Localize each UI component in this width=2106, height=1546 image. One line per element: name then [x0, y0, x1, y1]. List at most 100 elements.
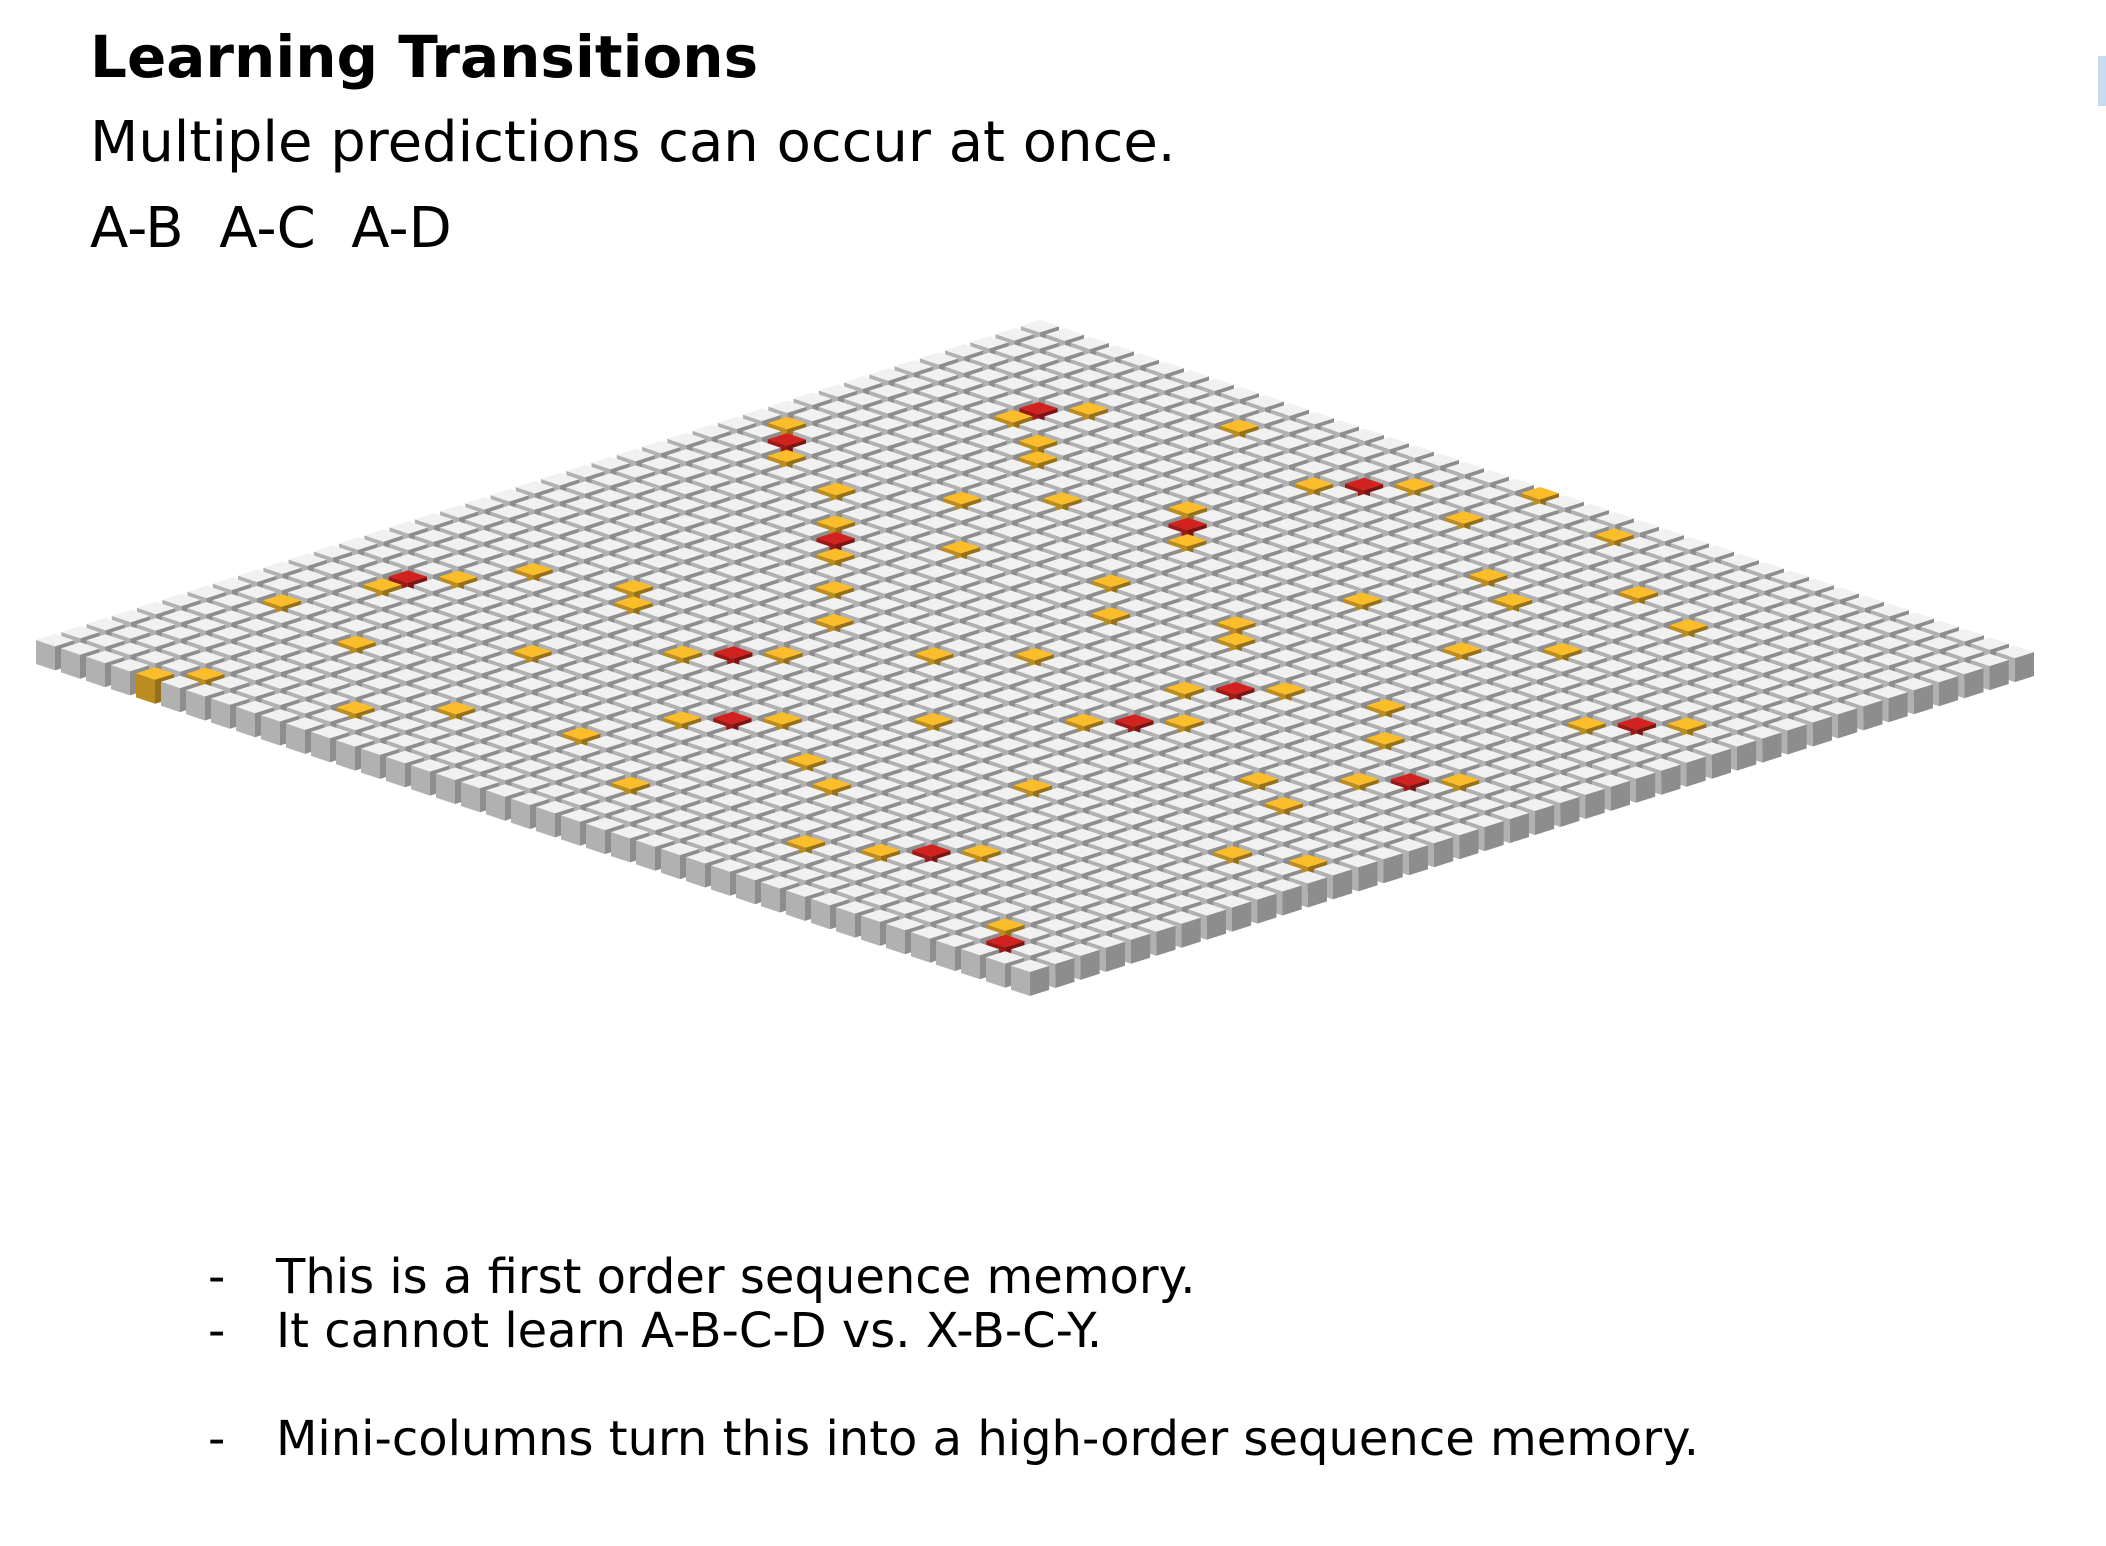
- cell-top-face: [942, 524, 981, 537]
- cell-top-face: [1093, 492, 1132, 506]
- cell-top-face: [1094, 427, 1133, 440]
- cell-top-face: [1442, 691, 1481, 704]
- cell-top-face: [969, 385, 1008, 398]
- cell-top-face: [993, 475, 1032, 489]
- cell-top-face: [1970, 653, 2009, 667]
- cell-top-face: [1795, 611, 1834, 625]
- cell-top-face: [1019, 434, 1058, 448]
- cell-top-face: [1492, 724, 1531, 738]
- cell-top-face: [1494, 560, 1533, 574]
- cell-top-face: [1542, 692, 1581, 705]
- cell-top-face: [1269, 469, 1308, 482]
- cell-top-face: [691, 473, 730, 487]
- cell-top-face: [1194, 476, 1233, 490]
- cell-top-face: [1145, 378, 1184, 391]
- cell-top-face: [1495, 495, 1534, 508]
- cell-top-face: [1395, 478, 1434, 491]
- cell-top-face: [1645, 561, 1684, 574]
- cell-top-face: [1093, 509, 1132, 522]
- cell-top-face: [893, 458, 932, 472]
- cell-top-face: [1045, 361, 1084, 374]
- cell-top-face: [893, 442, 932, 455]
- cell-top-face: [1617, 717, 1656, 730]
- cell-top-face: [1845, 628, 1884, 641]
- cell-top-face: [1669, 619, 1708, 632]
- cell-top-face: [1870, 620, 1909, 633]
- cell-top-face: [818, 417, 857, 430]
- cell-top-face: [1294, 510, 1333, 523]
- cell-top-face: [1395, 445, 1434, 458]
- cell-top-face: [969, 418, 1008, 431]
- cell-top-face: [917, 532, 956, 545]
- cell-top-face: [1669, 651, 1708, 665]
- cell-top-face: [1294, 526, 1333, 540]
- cell-top-face: [1469, 535, 1508, 549]
- cell-top-face: [792, 490, 831, 504]
- cell-top-face: [1443, 593, 1482, 606]
- cell-top-face: [1044, 410, 1083, 423]
- cell-top-face: [1395, 494, 1434, 507]
- cell-top-face: [1392, 658, 1431, 671]
- cell-top-face: [1718, 717, 1757, 731]
- cell-top-face: [919, 401, 958, 414]
- cell-top-face: [1618, 700, 1657, 714]
- cell-top-face: [1167, 583, 1206, 596]
- cell-top-face: [817, 466, 856, 479]
- cell-top-face: [817, 499, 856, 512]
- cell-top-face: [1217, 616, 1256, 629]
- cell-top-face: [1718, 701, 1757, 714]
- cell-top-face: [1468, 601, 1507, 614]
- cell-top-face: [1192, 575, 1231, 588]
- cell-top-face: [1193, 509, 1232, 523]
- cell-top-face: [1493, 626, 1532, 639]
- cell-top-face: [1719, 652, 1758, 665]
- cell-top-face: [1619, 635, 1658, 648]
- cell-top-face: [1195, 378, 1234, 391]
- cell-top-face: [992, 541, 1031, 554]
- cell-top-face: [1218, 518, 1257, 531]
- cell-top-face: [1370, 486, 1409, 499]
- cell-top-face: [1218, 534, 1257, 547]
- cell-top-face: [967, 549, 1006, 562]
- cell-top-face: [1145, 394, 1184, 407]
- cell-top-face: [1544, 593, 1583, 607]
- cell-top-face: [1417, 666, 1456, 680]
- cell-top-face: [1320, 469, 1359, 482]
- cell-top-face: [1567, 749, 1606, 763]
- cell-top-face: [1642, 741, 1681, 755]
- cell-top-face: [1494, 593, 1533, 606]
- cell-top-face: [1819, 669, 1858, 682]
- cell-top-face: [994, 393, 1033, 407]
- cell-top-face: [868, 401, 907, 414]
- cell-top-face: [1520, 487, 1559, 500]
- cell-top-face: [1920, 653, 1959, 666]
- cell-top-face: [1443, 609, 1482, 622]
- cell-top-face: [1794, 644, 1833, 657]
- cell-top-face: [1244, 477, 1283, 490]
- cell-top-face: [1394, 510, 1433, 524]
- cell-top-face: [843, 392, 882, 406]
- cell-top-face: [1667, 750, 1706, 763]
- cell-top-face: [1495, 478, 1534, 492]
- cell-top-face: [1170, 370, 1209, 383]
- cell-top-face: [1218, 567, 1257, 580]
- cell-top-face: [1694, 627, 1733, 640]
- cell-top-face: [1895, 628, 1934, 642]
- cell-side-right: [1838, 708, 1858, 739]
- cell-top-face: [1492, 675, 1531, 688]
- cell-top-face: [1145, 361, 1184, 375]
- cell-top-face: [1819, 685, 1858, 698]
- cell-top-face: [919, 368, 958, 381]
- cell-top-face: [1067, 549, 1106, 563]
- cell-top-face: [1845, 644, 1884, 658]
- cell-top-face: [1618, 651, 1657, 664]
- cell-top-face: [967, 500, 1006, 513]
- cell-top-face: [1393, 576, 1432, 589]
- cell-top-face: [1344, 526, 1383, 540]
- cell-top-face: [1545, 495, 1584, 508]
- cell-top-face: [1619, 586, 1658, 599]
- cell-top-face: [1194, 493, 1233, 506]
- cell-top-face: [1542, 708, 1581, 721]
- cell-top-face: [1568, 651, 1607, 664]
- cell-top-face: [918, 467, 957, 480]
